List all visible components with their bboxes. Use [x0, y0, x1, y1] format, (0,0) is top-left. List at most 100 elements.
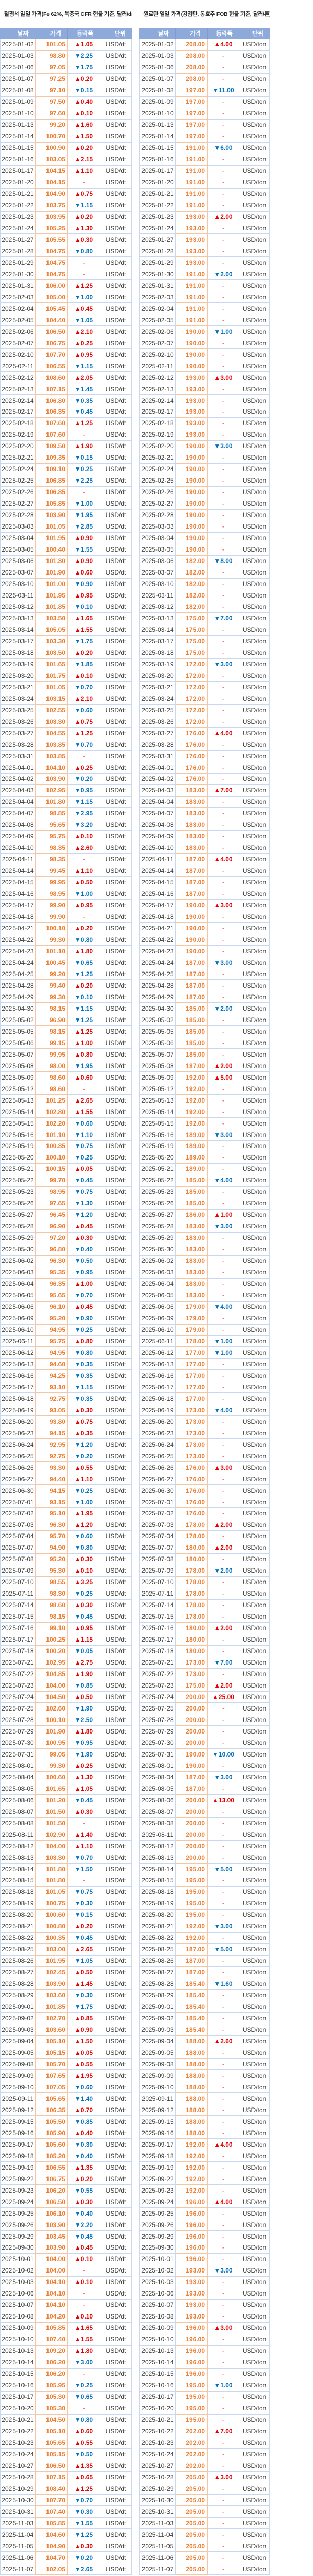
unit-cell: USD/dt [100, 2058, 132, 2070]
table-row: 2025-09-05 188.00- USD/ton [139, 2047, 270, 2059]
unit-cell: USD/ton [239, 1427, 270, 1439]
price-cell: 97.65 [35, 1198, 68, 1210]
table-row: 2025-01-22 103.75 ▼1.15 USD/dt [0, 200, 132, 212]
change-cell: ▼4.00 [208, 1175, 239, 1187]
unit-cell: USD/dt [100, 2162, 132, 2174]
price-cell: 99.95 [35, 1049, 68, 1061]
unit-cell: USD/ton [239, 1037, 270, 1049]
change-cell: - [208, 1014, 239, 1026]
unit-cell: USD/dt [100, 705, 132, 717]
change-cell: ▲0.25 [68, 1760, 100, 1772]
price-cell: 189.00 [176, 1163, 208, 1175]
table-row: 2025-08-08 101.50- USD/dt [0, 1818, 132, 1830]
unit-cell: USD/ton [239, 693, 270, 705]
price-cell: 187.00 [176, 1060, 208, 1072]
unit-cell: USD/dt [100, 911, 132, 923]
unit-cell: USD/ton [239, 2253, 270, 2265]
date-cell: 2025-02-28 [139, 509, 176, 521]
price-cell: 106.10 [35, 2208, 68, 2220]
unit-cell: USD/dt [100, 2540, 132, 2552]
change-cell: - [208, 1806, 239, 1818]
date-cell: 2025-04-18 [139, 911, 176, 923]
change-cell: ▲7.00 [208, 784, 239, 797]
table-row: 2025-03-07 182.00- USD/ton [139, 567, 270, 579]
table-row: 2025-08-04 100.60 ▲1.30 USD/dt [0, 1772, 132, 1784]
date-cell: 2025-04-07 [0, 807, 35, 819]
date-cell: 2025-01-17 [139, 165, 176, 177]
unit-cell: USD/dt [100, 440, 132, 452]
table-row: 2025-04-30 98.15 ▼1.15 USD/dt [0, 1003, 132, 1015]
table-row: 2025-10-29 108.40 ▲1.25 USD/dt [0, 2483, 132, 2495]
table-row: 2025-07-04 95.70 ▼0.60 USD/dt [0, 1530, 132, 1542]
change-cell: - [208, 2185, 239, 2197]
unit-cell: USD/dt [100, 934, 132, 946]
change-cell: ▼3.00 [208, 2265, 239, 2277]
table-row: 2025-02-04 105.45 ▲0.45 USD/dt [0, 303, 132, 315]
date-cell: 2025-09-12 [139, 2104, 176, 2116]
price-cell: 93.05 [35, 1404, 68, 1416]
date-cell: 2025-02-12 [0, 372, 35, 384]
coking-coal-price-table: 원료탄 일일 가격(강점탄, 동호주 FOB 현물 기준, 달러/톤) 날짜 가… [139, 0, 270, 2575]
date-cell: 2025-06-26 [0, 1462, 35, 1474]
unit-cell: USD/dt [100, 211, 132, 223]
date-cell: 2025-01-30 [0, 268, 35, 280]
date-cell: 2025-07-14 [0, 1599, 35, 1611]
change-cell: ▲0.20 [68, 1921, 100, 1933]
unit-cell: USD/dt [100, 1875, 132, 1887]
date-cell: 2025-04-28 [139, 980, 176, 992]
price-cell: 103.30 [35, 1852, 68, 1864]
unit-cell: USD/dt [100, 2437, 132, 2449]
change-cell: ▲3.25 [68, 1576, 100, 1588]
price-cell: 106.85 [35, 486, 68, 498]
table-row: 2025-01-13 197.00- USD/ton [139, 119, 270, 131]
unit-cell: USD/dt [100, 659, 132, 671]
change-cell: ▲1.35 [68, 2162, 100, 2174]
change-cell: - [208, 96, 239, 108]
date-cell: 2025-04-03 [139, 784, 176, 797]
unit-cell: USD/ton [239, 2185, 270, 2197]
change-cell: - [68, 177, 100, 189]
date-cell: 2025-03-28 [0, 739, 35, 751]
unit-cell: USD/dt [100, 1622, 132, 1634]
price-cell: 100.60 [35, 1772, 68, 1784]
change-cell: - [208, 693, 239, 705]
table-row: 2025-03-20 101.75 ▲0.10 USD/dt [0, 670, 132, 682]
table-row: 2025-02-28 190.00- USD/ton [139, 509, 270, 521]
change-cell: - [208, 1485, 239, 1497]
price-cell: 94.40 [35, 1473, 68, 1485]
date-cell: 2025-06-05 [0, 1290, 35, 1302]
unit-cell: USD/dt [100, 728, 132, 740]
change-cell: ▲0.10 [68, 2276, 100, 2288]
table-row: 2025-07-10 178.00- USD/ton [139, 1576, 270, 1588]
table-row: 2025-07-31 190.00 ▼10.00 USD/ton [139, 1749, 270, 1761]
table-row: 2025-10-15 196.00- USD/ton [139, 2368, 270, 2380]
unit-cell: USD/ton [239, 636, 270, 648]
unit-cell: USD/ton [239, 119, 270, 131]
unit-cell: USD/ton [239, 567, 270, 579]
price-cell: 185.00 [176, 1026, 208, 1038]
price-cell: 97.05 [35, 62, 68, 74]
price-cell: 101.90 [35, 567, 68, 579]
date-cell: 2025-08-04 [0, 1772, 35, 1784]
price-cell: 193.00 [176, 257, 208, 269]
unit-cell: USD/dt [100, 50, 132, 62]
table-row: 2025-09-11 188.00- USD/ton [139, 2093, 270, 2105]
unit-cell: USD/ton [239, 360, 270, 372]
date-cell: 2025-03-19 [0, 659, 35, 671]
change-cell: ▲1.50 [68, 131, 100, 143]
date-cell: 2025-09-18 [0, 2150, 35, 2162]
table-row: 2025-04-18 190.00- USD/ton [139, 911, 270, 923]
change-cell: ▼3.00 [208, 1921, 239, 1933]
price-cell: 205.00 [176, 2518, 208, 2530]
unit-cell: USD/ton [239, 682, 270, 694]
price-cell: 106.55 [35, 360, 68, 372]
price-cell: 172.00 [176, 716, 208, 728]
date-cell: 2025-02-03 [0, 291, 35, 303]
price-cell: 100.45 [35, 957, 68, 969]
date-cell: 2025-10-28 [139, 2472, 176, 2484]
change-cell: - [208, 303, 239, 315]
price-cell: 193.00 [176, 2276, 208, 2288]
price-cell: 105.55 [35, 234, 68, 246]
table-row: 2025-02-20 190.00 ▼3.00 USD/ton [139, 440, 270, 452]
unit-cell: USD/ton [239, 406, 270, 418]
